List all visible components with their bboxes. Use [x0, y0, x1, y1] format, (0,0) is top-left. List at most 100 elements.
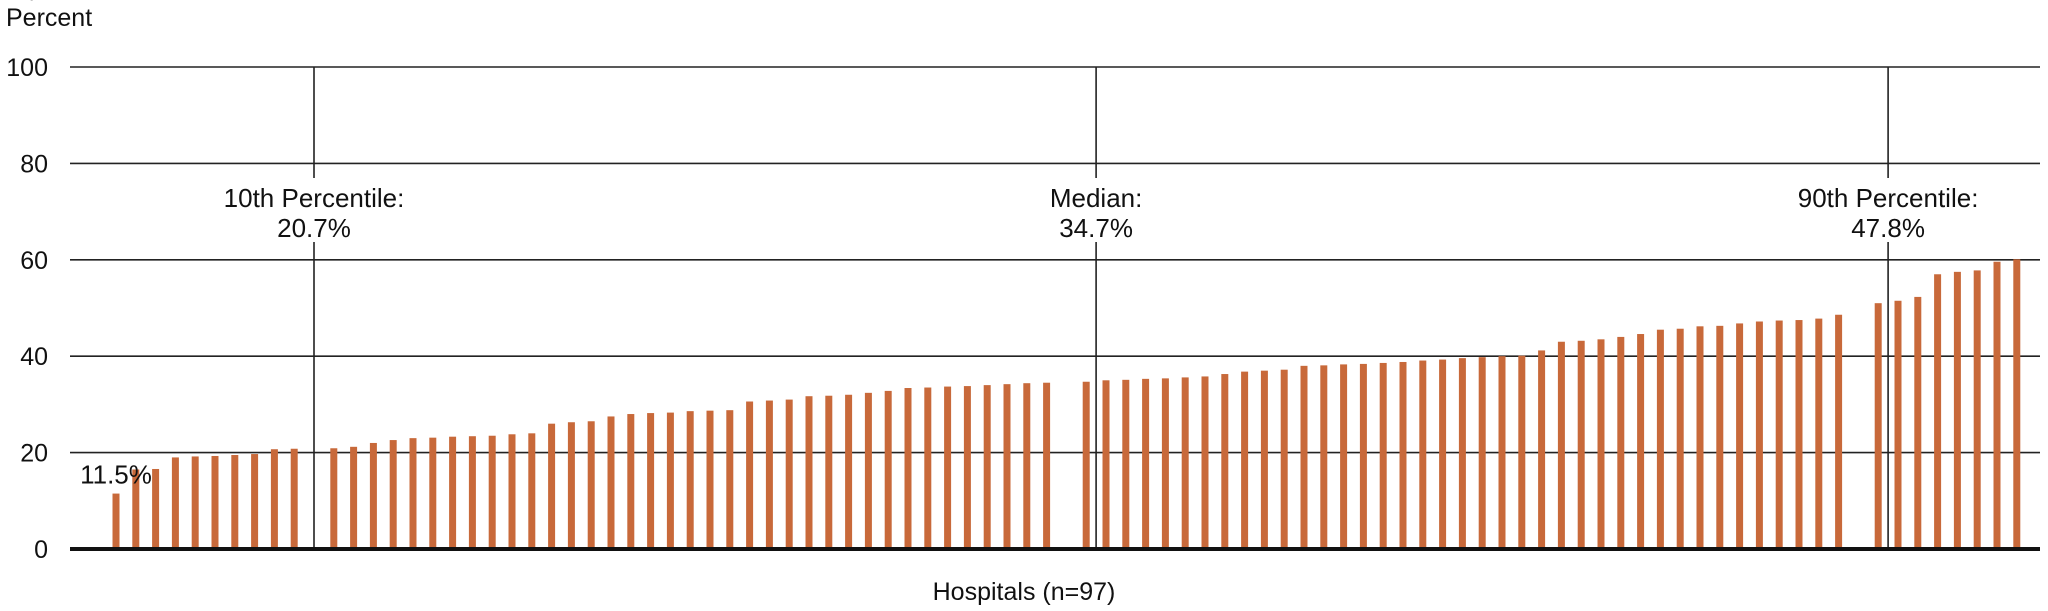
y-tick-80: 80 — [20, 150, 48, 178]
bars — [112, 259, 2021, 549]
percentile-labels: 10th Percentile:20.7% Median:34.7% 90th Pe… — [194, 178, 2009, 243]
bar — [1993, 261, 2001, 549]
bar — [1696, 326, 1704, 549]
percentile-label: 90th Percentile: — [1798, 183, 1979, 213]
bar — [1340, 364, 1348, 549]
bar — [350, 446, 358, 549]
y-tick-20: 20 — [20, 440, 48, 468]
bar — [686, 411, 694, 549]
bar — [1241, 371, 1249, 549]
bar — [1617, 336, 1625, 549]
bar — [1458, 358, 1466, 549]
bar — [1736, 323, 1744, 549]
bar — [845, 394, 853, 549]
bar — [290, 448, 298, 549]
bar — [468, 436, 476, 549]
bar — [1538, 350, 1546, 549]
bar — [1122, 379, 1130, 549]
bar — [1656, 329, 1664, 549]
bar — [112, 493, 120, 549]
bar — [231, 455, 239, 549]
bar — [132, 469, 140, 549]
bar — [825, 395, 833, 549]
percentile-label-bg — [194, 178, 434, 242]
bar — [1835, 314, 1843, 549]
bar — [647, 413, 655, 549]
bar — [627, 414, 635, 549]
bar — [1795, 320, 1803, 549]
bar — [1518, 355, 1526, 549]
percentile-label: Median: — [1050, 183, 1143, 213]
y-tick-labels: 0 20 40 60 80 100 — [6, 54, 48, 564]
bar — [152, 468, 160, 549]
bar — [924, 387, 932, 549]
x-axis-title: Hospitals (n=97) — [932, 578, 1116, 606]
data-labels: 11.5% 60.1% — [0, 0, 152, 490]
bar — [389, 440, 397, 549]
percentile-label: 10th Percentile: — [224, 183, 405, 213]
bar — [1577, 340, 1585, 549]
bar — [706, 410, 714, 549]
data-label: 60.1% — [0, 0, 37, 6]
bar — [508, 434, 516, 549]
bar — [429, 437, 437, 549]
bar — [1082, 381, 1090, 549]
bar — [1498, 356, 1506, 549]
bar — [884, 390, 892, 549]
data-label: 11.5% — [80, 460, 152, 490]
bar — [864, 392, 872, 549]
bar — [1003, 384, 1011, 549]
bar — [1973, 270, 1981, 549]
bar — [1142, 378, 1150, 549]
bar — [409, 438, 417, 549]
bar — [1379, 362, 1387, 549]
bar — [1201, 376, 1209, 549]
bar — [369, 442, 377, 549]
bar — [1043, 382, 1051, 549]
percentile-value: 20.7% — [277, 213, 351, 243]
bar — [666, 412, 674, 549]
bar — [904, 388, 912, 549]
bar — [1439, 359, 1447, 549]
bar — [726, 410, 734, 549]
bar — [1300, 365, 1308, 549]
bar — [1023, 383, 1031, 549]
bar — [2013, 259, 2021, 549]
percentile-label-bg — [976, 178, 1217, 242]
bar — [1934, 274, 1942, 549]
y-tick-40: 40 — [20, 343, 48, 371]
y-axis-title: Percent — [6, 4, 93, 32]
bar — [587, 421, 595, 549]
bar — [1953, 271, 1961, 549]
y-tick-100: 100 — [6, 54, 48, 82]
bar — [765, 400, 773, 549]
bar — [1815, 318, 1823, 549]
bar — [1320, 365, 1328, 549]
bar — [983, 385, 991, 549]
y-tick-0: 0 — [34, 536, 48, 564]
bar — [963, 386, 971, 549]
percentile-lines — [313, 67, 1889, 549]
bar — [449, 436, 457, 549]
bar — [330, 448, 338, 549]
bar — [1181, 377, 1189, 549]
percentile-value: 47.8% — [1851, 213, 1925, 243]
bar — [1161, 378, 1169, 549]
bar — [1676, 328, 1684, 549]
percentile-value: 34.7% — [1059, 213, 1133, 243]
bar — [607, 416, 615, 549]
bar — [1359, 363, 1367, 549]
bar — [1280, 369, 1288, 549]
bar — [211, 455, 219, 549]
bar — [1557, 341, 1565, 549]
y-tick-60: 60 — [20, 247, 48, 275]
bar — [1260, 370, 1268, 549]
bar — [1221, 374, 1229, 549]
bar — [171, 457, 179, 549]
bar — [1755, 321, 1763, 549]
bar — [1874, 303, 1882, 549]
bar — [567, 422, 575, 549]
bar — [1597, 339, 1605, 549]
bar — [528, 433, 536, 549]
